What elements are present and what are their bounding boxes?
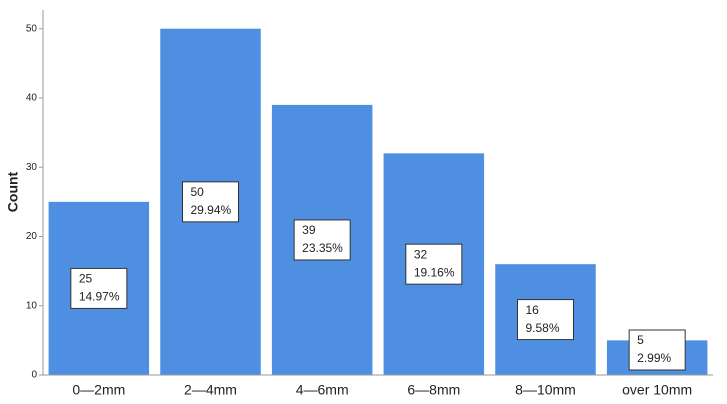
percentage-label: 14.97% [79,290,120,304]
value-label: 39 [302,223,316,237]
percentage-label: 9.58% [526,321,560,335]
label-box [293,219,351,261]
y-tick-label: 40 [26,93,38,104]
x-tick-label: 4—6mm [296,382,349,398]
y-tick-label: 20 [26,231,38,242]
x-tick-label: 6—8mm [407,382,460,398]
label-box [517,299,574,341]
y-tick-label: 30 [26,162,38,173]
value-label: 16 [526,303,540,317]
value-label: 25 [79,272,93,286]
value-label: 5 [637,333,644,347]
x-tick-label: over 10mm [622,382,692,398]
x-tick-label: 8—10mm [515,382,576,398]
percentage-label: 23.35% [302,241,343,255]
label-box [405,243,463,285]
label-box [182,181,239,223]
y-axis-label: Count [5,171,21,212]
percentage-label: 29.94% [191,203,232,217]
y-tick-label: 0 [31,370,37,381]
y-tick-label: 10 [26,300,38,311]
value-label: 50 [191,185,205,199]
y-tick-label: 50 [26,23,38,34]
label-box [628,329,686,371]
value-label: 32 [414,247,428,261]
percentage-label: 19.16% [414,265,455,279]
label-box [70,267,128,309]
percentage-label: 2.99% [637,351,671,365]
x-tick-label: 0—2mm [72,382,125,398]
x-tick-label: 2—4mm [184,382,237,398]
